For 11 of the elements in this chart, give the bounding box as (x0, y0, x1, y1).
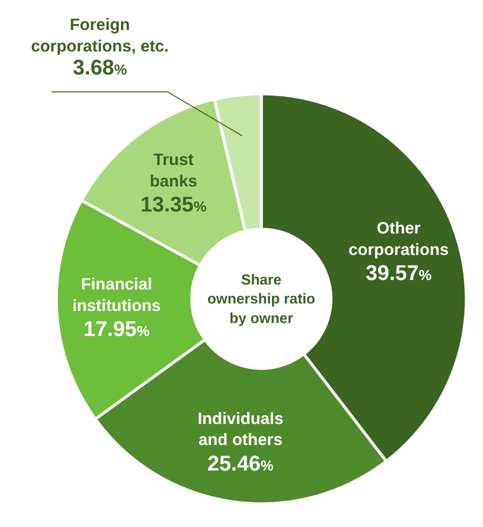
slice-label: Foreign corporations, etc. (30, 16, 169, 56)
slice-label: Financial institutions (72, 276, 161, 315)
data-label: 13.35% (140, 192, 207, 216)
text: Share ownership ratio by owner (207, 272, 316, 327)
data-label: 39.57% (366, 261, 432, 286)
slice-label: Trust banks (150, 151, 198, 190)
slice-label: Individuals and others (198, 410, 284, 450)
data-label: 3.68% (72, 55, 128, 80)
data-label: 25.46% (207, 451, 274, 476)
data-label: 17.95% (84, 316, 150, 341)
slice-label: Other corporations (348, 220, 449, 259)
